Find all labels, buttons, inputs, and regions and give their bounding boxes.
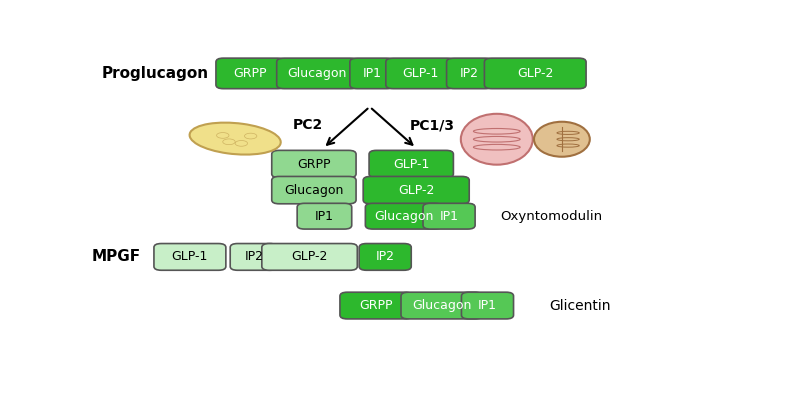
FancyBboxPatch shape [154, 244, 226, 270]
FancyBboxPatch shape [359, 244, 411, 270]
Ellipse shape [190, 123, 281, 154]
FancyBboxPatch shape [350, 58, 394, 89]
FancyBboxPatch shape [446, 58, 493, 89]
Text: GLP-1: GLP-1 [402, 67, 438, 80]
FancyBboxPatch shape [462, 292, 514, 319]
Text: GLP-2: GLP-2 [398, 184, 434, 197]
FancyBboxPatch shape [297, 203, 352, 229]
FancyBboxPatch shape [369, 150, 454, 178]
Text: PC2: PC2 [293, 118, 323, 132]
Text: GLP-2: GLP-2 [517, 67, 554, 80]
FancyBboxPatch shape [340, 292, 412, 319]
Text: IP2: IP2 [376, 250, 394, 263]
Ellipse shape [245, 133, 257, 139]
FancyBboxPatch shape [423, 203, 475, 229]
Text: IP2: IP2 [244, 250, 263, 263]
Text: Oxyntomodulin: Oxyntomodulin [500, 210, 602, 223]
Text: GRPP: GRPP [297, 157, 330, 171]
Ellipse shape [461, 114, 533, 165]
Text: Glicentin: Glicentin [550, 299, 611, 313]
FancyBboxPatch shape [363, 176, 470, 204]
Text: MPGF: MPGF [91, 249, 140, 264]
Text: IP1: IP1 [362, 67, 382, 80]
Ellipse shape [222, 139, 235, 145]
Text: GRPP: GRPP [234, 67, 267, 80]
FancyBboxPatch shape [272, 150, 356, 178]
FancyBboxPatch shape [272, 176, 356, 204]
Text: GLP-1: GLP-1 [172, 250, 208, 263]
Text: Glucagon: Glucagon [284, 184, 343, 197]
FancyBboxPatch shape [485, 58, 586, 89]
FancyBboxPatch shape [230, 244, 278, 270]
Text: GLP-2: GLP-2 [291, 250, 328, 263]
FancyBboxPatch shape [216, 58, 285, 89]
FancyBboxPatch shape [401, 292, 482, 319]
Text: IP1: IP1 [478, 299, 497, 312]
Text: GLP-1: GLP-1 [393, 157, 430, 171]
Ellipse shape [235, 140, 247, 146]
Ellipse shape [217, 133, 229, 138]
Text: PC1/3: PC1/3 [410, 118, 455, 132]
Text: IP2: IP2 [460, 67, 479, 80]
Text: Glucagon: Glucagon [288, 67, 347, 80]
Text: IP1: IP1 [315, 210, 334, 223]
Text: Glucagon: Glucagon [374, 210, 434, 223]
FancyBboxPatch shape [366, 203, 442, 229]
FancyBboxPatch shape [277, 58, 358, 89]
Text: IP1: IP1 [439, 210, 458, 223]
Text: Glucagon: Glucagon [412, 299, 471, 312]
Text: Proglucagon: Proglucagon [102, 66, 209, 81]
FancyBboxPatch shape [262, 244, 358, 270]
Ellipse shape [534, 122, 590, 157]
FancyBboxPatch shape [386, 58, 454, 89]
Text: GRPP: GRPP [359, 299, 393, 312]
